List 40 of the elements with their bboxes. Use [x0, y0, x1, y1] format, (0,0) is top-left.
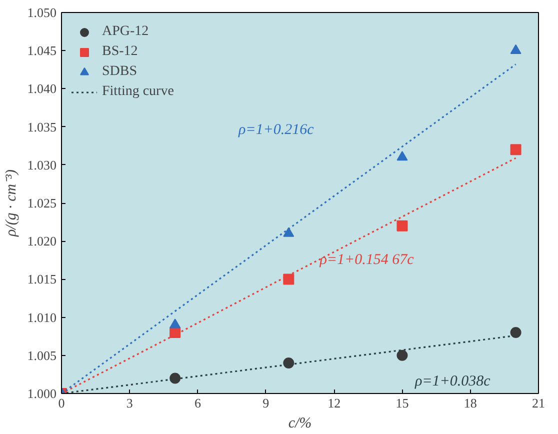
y-tick-label: 1.005 — [27, 348, 56, 363]
x-tick-label: 6 — [194, 396, 202, 410]
point — [396, 350, 408, 361]
x-axis-title: c/% — [288, 416, 312, 432]
x-tick-label: 21 — [532, 396, 545, 410]
y-tick-label: 1.020 — [27, 234, 56, 249]
y-tick-label: 1.045 — [27, 43, 56, 58]
point — [510, 44, 522, 54]
annotation: ρ=1+0.216c — [237, 122, 314, 138]
point — [396, 151, 408, 161]
y-tick-label: 1.035 — [27, 119, 56, 134]
x-tick-label: 0 — [58, 396, 65, 410]
y-tick-label: 1.010 — [27, 310, 56, 325]
y-tick-label: 1.000 — [27, 386, 56, 401]
point — [510, 144, 522, 156]
x-tick-label: 18 — [464, 396, 477, 410]
legend-label: Fitting curve — [102, 84, 174, 100]
y-tick-label: 1.030 — [27, 157, 56, 172]
point — [170, 318, 181, 328]
annotation: ρ=1+0.154 67c — [318, 252, 414, 268]
point — [170, 372, 181, 384]
line-series — [62, 64, 517, 394]
x-tick-label: 12 — [328, 396, 341, 410]
legend-label: APG-12 — [102, 24, 149, 40]
point — [283, 227, 294, 237]
y-tick-label: 1.025 — [27, 196, 56, 210]
x-tick-label: 15 — [396, 396, 409, 410]
point — [396, 220, 408, 232]
point — [283, 358, 294, 369]
legend-label: SDBS — [102, 64, 138, 80]
point — [510, 327, 522, 338]
annotation: ρ=1+0.038c — [414, 374, 491, 390]
y-axis-title: ρ/(g · cm⁻³) — [3, 169, 20, 238]
x-tick-label: 3 — [126, 396, 133, 410]
y-tick-label: 1.050 — [27, 5, 56, 20]
legend-label: BS-12 — [102, 44, 138, 60]
y-tick-label: 1.040 — [27, 81, 56, 96]
point — [283, 274, 294, 285]
x-tick-label: 9 — [262, 396, 270, 410]
y-tick-label: 1.015 — [27, 272, 56, 287]
